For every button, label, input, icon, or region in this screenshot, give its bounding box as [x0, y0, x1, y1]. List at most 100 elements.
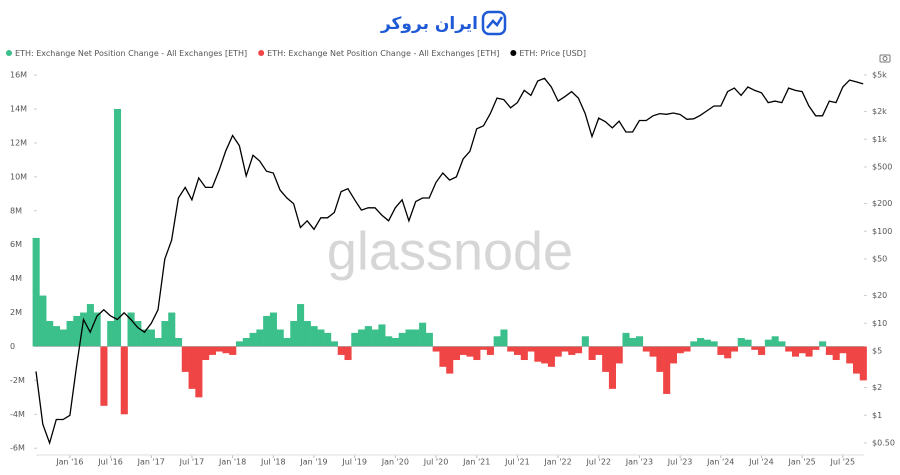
x-tick-label: Jan '23 — [625, 458, 653, 467]
legend-dot — [6, 50, 12, 56]
net-position-bar — [798, 346, 806, 354]
logo-arrow — [486, 16, 504, 29]
net-position-bar — [575, 346, 583, 354]
net-position-bar — [161, 321, 169, 347]
net-position-bar — [656, 346, 664, 372]
net-position-bar — [507, 346, 515, 352]
net-position-bar — [147, 329, 155, 347]
y-tick-label: 6M — [10, 240, 22, 249]
net-position-bar — [717, 346, 725, 355]
net-position-bar — [839, 346, 847, 354]
net-position-bar — [324, 332, 332, 347]
net-position-bar — [127, 312, 135, 347]
net-position-bar — [595, 346, 603, 355]
net-position-bar — [663, 346, 671, 394]
y2-tick-label: $100 — [872, 227, 892, 236]
net-position-bar — [561, 346, 569, 352]
y2-tick-label: $1k — [872, 135, 887, 144]
net-position-bar — [215, 346, 223, 352]
net-position-bar — [86, 304, 94, 347]
net-position-bar — [669, 346, 678, 364]
net-position-bar — [256, 329, 264, 347]
net-position-bar — [737, 337, 745, 347]
net-position-bar — [812, 346, 820, 350]
net-position-bar — [832, 346, 840, 361]
net-position-bar — [391, 337, 400, 347]
net-position-bar — [493, 336, 501, 347]
x-tick-label: Jan '22 — [543, 458, 571, 467]
net-position-bar — [642, 346, 650, 352]
net-position-bar — [676, 346, 684, 354]
x-tick-label: Jul '17 — [179, 458, 205, 467]
net-position-bar — [825, 346, 833, 355]
net-position-bar — [771, 336, 779, 347]
net-position-bar — [486, 346, 494, 355]
net-position-bar — [744, 339, 752, 347]
net-position-bar — [202, 346, 210, 361]
y2-tick-label: $2k — [872, 107, 887, 116]
net-position-bar — [188, 346, 196, 389]
legend-dot — [510, 50, 517, 56]
net-position-bar — [500, 329, 508, 347]
net-position-bar — [32, 237, 40, 347]
y-tick-label: -6M — [10, 444, 25, 453]
net-position-bar — [405, 329, 413, 347]
net-position-bar — [520, 346, 528, 361]
x-tick-label: Jul '20 — [423, 458, 449, 467]
camera-body[interactable] — [879, 54, 891, 63]
camera-icon[interactable] — [879, 54, 891, 63]
x-tick-label: Jul '18 — [260, 458, 286, 467]
net-position-bar — [710, 341, 718, 347]
net-position-bar — [785, 346, 793, 352]
camera-lens[interactable] — [882, 56, 888, 61]
x-tick-label: Jan '24 — [706, 458, 734, 467]
net-position-bar — [602, 346, 610, 372]
net-position-bar — [459, 346, 467, 355]
net-position-bar — [480, 346, 488, 350]
net-position-bar — [439, 346, 447, 367]
net-position-bar — [276, 329, 284, 347]
net-position-bar — [236, 341, 244, 347]
x-tick-label: Jan '25 — [788, 458, 816, 467]
net-position-bar — [174, 337, 183, 347]
x-tick-label: Jul '16 — [97, 458, 123, 467]
x-tick-label: Jan '20 — [381, 458, 409, 467]
net-position-bar — [134, 321, 142, 347]
net-position-bar — [683, 346, 691, 352]
net-position-bar — [263, 315, 271, 347]
net-position-bar — [852, 346, 861, 374]
logo: ایران بروکر — [380, 10, 507, 36]
net-position-bar — [473, 346, 481, 361]
net-position-bar — [859, 346, 867, 381]
legend-label: ETH: Price [USD] — [519, 49, 586, 58]
net-position-bar — [378, 324, 386, 347]
y2-tick-label: $5k — [872, 70, 887, 79]
y-tick-label: 2M — [10, 308, 22, 317]
net-position-bar — [310, 326, 318, 347]
x-tick-label: Jul '21 — [504, 458, 530, 467]
y-tick-label: 14M — [10, 105, 27, 114]
net-position-bar — [419, 322, 427, 347]
net-position-bar — [385, 336, 393, 347]
logo-icon — [481, 10, 507, 36]
x-tick-label: Jul '22 — [585, 458, 611, 467]
legend-label: ETH: Exchange Net Position Change - All … — [267, 49, 499, 58]
net-position-bar — [452, 346, 461, 361]
net-position-bar — [229, 346, 237, 355]
net-position-bar — [513, 346, 522, 355]
net-position-bar — [107, 321, 115, 347]
y2-tick-label: $200 — [872, 199, 892, 208]
net-position-bar — [303, 321, 311, 347]
net-position-bar — [622, 332, 630, 347]
net-position-bar — [113, 109, 122, 347]
y2-tick-label: $10 — [872, 319, 887, 328]
net-position-bar — [398, 332, 406, 347]
net-position-bar — [337, 346, 345, 355]
net-position-bar — [547, 346, 555, 367]
net-position-bar — [80, 312, 88, 347]
net-position-bar — [791, 346, 800, 357]
net-position-bar — [283, 337, 291, 347]
x-tick-label: Jan '21 — [462, 458, 490, 467]
net-position-bar — [249, 332, 257, 347]
